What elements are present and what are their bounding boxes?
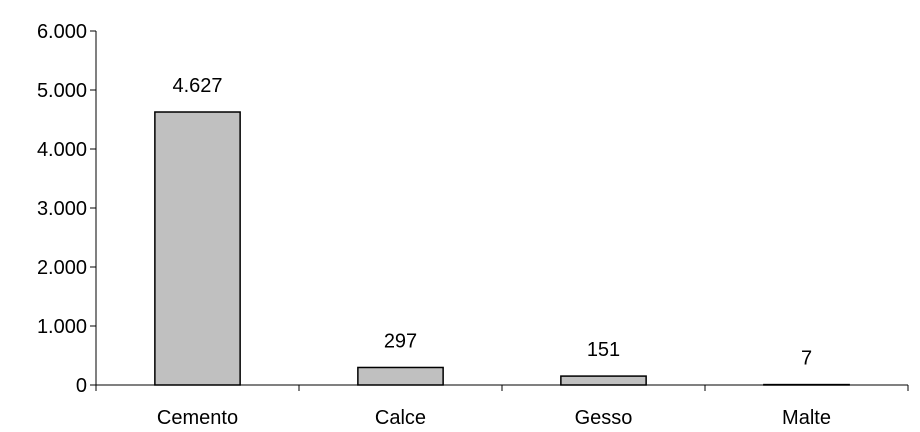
x-tick-label: Malte: [782, 407, 831, 429]
bar-cemento: [154, 111, 241, 386]
bars: [154, 111, 850, 386]
data-label-gesso: 151: [587, 339, 620, 361]
y-tick-label: 3.000: [37, 198, 87, 220]
data-label-cemento: 4.627: [172, 75, 222, 97]
x-tick-label: Cemento: [157, 407, 238, 429]
y-tick-label: 2.000: [37, 257, 87, 279]
data-labels: 4.627 297 151 7: [172, 75, 812, 370]
data-label-calce: 297: [384, 330, 417, 352]
data-label-malte: 7: [801, 348, 812, 370]
x-axis: Cemento Calce Gesso Malte: [95, 384, 909, 429]
bar-gesso: [560, 375, 647, 386]
x-tick-label: Calce: [375, 407, 426, 429]
y-tick-label: 4.000: [37, 139, 87, 161]
y-tick-label: 1.000: [37, 316, 87, 338]
y-tick-label: 6.000: [37, 21, 87, 43]
y-tick-label: 5.000: [37, 80, 87, 102]
bar-calce: [357, 366, 444, 386]
x-tick-label: Gesso: [575, 407, 633, 429]
y-axis: 0 1.000 2.000 3.000 4.000 5.000 6.000: [37, 21, 97, 397]
y-tick-label: 0: [76, 375, 87, 397]
